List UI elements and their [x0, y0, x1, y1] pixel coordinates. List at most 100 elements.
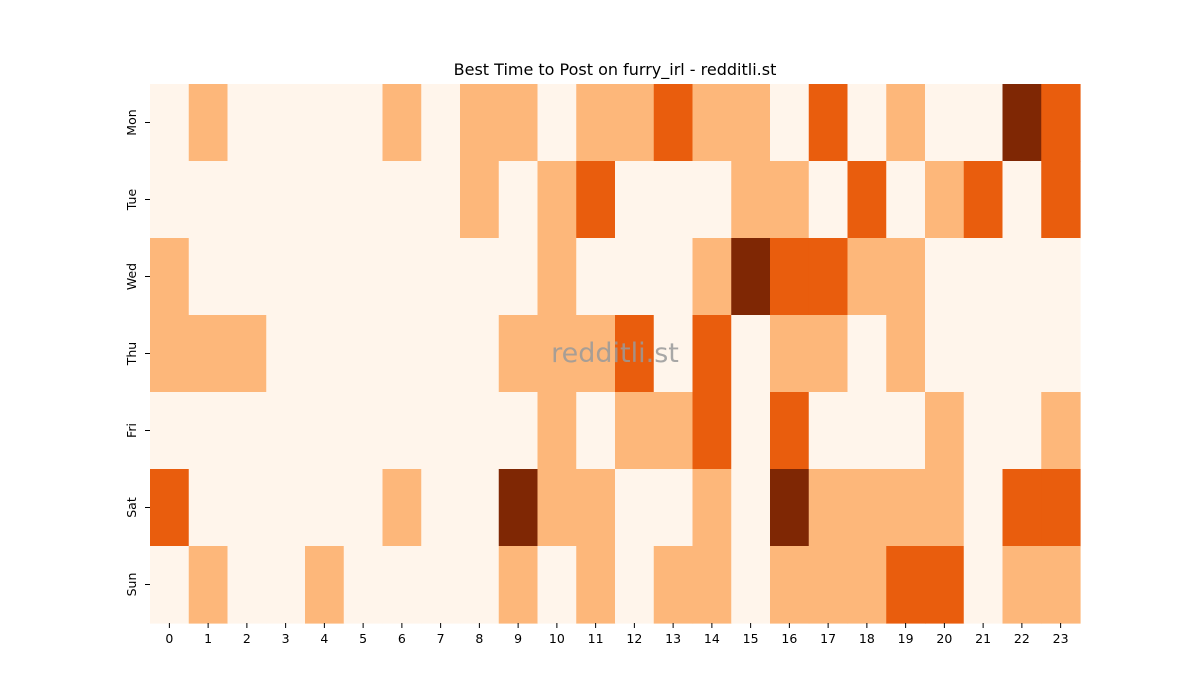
y-tick-label-tue: Tue: [124, 189, 139, 212]
heatmap-cell-sun-6: [382, 546, 422, 624]
watermark-text: redditli.st: [551, 338, 679, 369]
heatmap-cell-sat-13: [653, 469, 694, 547]
heatmap-cell-fri-8: [460, 392, 500, 470]
heatmap-cell-wed-0: [150, 238, 190, 316]
heatmap-cell-fri-5: [343, 392, 384, 470]
heatmap-cell-fri-17: [808, 392, 849, 470]
heatmap-cell-sun-11: [576, 546, 616, 624]
heatmap-cell-fri-4: [305, 392, 345, 470]
heatmap-cell-thu-20: [925, 315, 965, 393]
heatmap-cell-thu-17: [808, 315, 849, 393]
y-tick-label-thu: Thu: [124, 342, 139, 366]
heatmap-cell-sun-9: [498, 546, 539, 624]
heatmap-cell-thu-9: [498, 315, 539, 393]
heatmap-cell-tue-15: [731, 161, 771, 239]
heatmap-cell-sat-1: [188, 469, 229, 547]
heatmap-cell-sat-6: [382, 469, 422, 547]
heatmap-cell-wed-18: [847, 238, 887, 316]
heatmap-cell-tue-17: [808, 161, 849, 239]
heatmap-cell-sun-12: [615, 546, 655, 624]
heatmap-cell-wed-3: [266, 238, 306, 316]
heatmap-cell-wed-6: [382, 238, 422, 316]
heatmap-cell-tue-3: [266, 161, 306, 239]
heatmap-cell-sun-23: [1041, 546, 1081, 624]
x-tick-label-20: 20: [936, 631, 952, 646]
heatmap-cell-mon-22: [1002, 84, 1042, 162]
heatmap-cell-fri-16: [770, 392, 810, 470]
heatmap-cell-tue-13: [653, 161, 694, 239]
heatmap-cell-sat-8: [460, 469, 500, 547]
heatmap-cell-wed-19: [886, 238, 926, 316]
x-tick-label-2: 2: [243, 631, 251, 646]
heatmap-cell-sat-21: [963, 469, 1004, 547]
heatmap-cell-wed-1: [188, 238, 229, 316]
heatmap-cell-sat-15: [731, 469, 771, 547]
heatmap-cell-tue-8: [460, 161, 500, 239]
heatmap-cell-fri-9: [498, 392, 539, 470]
heatmap-cell-wed-9: [498, 238, 539, 316]
heatmap-cell-sat-18: [847, 469, 887, 547]
heatmap-cell-sat-9: [498, 469, 539, 547]
heatmap-cell-wed-22: [1002, 238, 1042, 316]
heatmap-cell-fri-20: [925, 392, 965, 470]
heatmap-cell-tue-14: [692, 161, 732, 239]
heatmap-cell-fri-22: [1002, 392, 1042, 470]
heatmap-cell-sun-16: [770, 546, 810, 624]
heatmap-cell-tue-10: [537, 161, 577, 239]
heatmap-cell-thu-4: [305, 315, 345, 393]
heatmap-cell-fri-10: [537, 392, 577, 470]
heatmap-cell-fri-1: [188, 392, 229, 470]
heatmap-cell-sat-22: [1002, 469, 1042, 547]
x-tick-label-19: 19: [898, 631, 914, 646]
heatmap-cell-wed-2: [227, 238, 267, 316]
heatmap-cell-tue-18: [847, 161, 887, 239]
heatmap-cell-wed-13: [653, 238, 694, 316]
heatmap-cell-tue-23: [1041, 161, 1081, 239]
x-tick-label-9: 9: [514, 631, 522, 646]
heatmap-cell-tue-5: [343, 161, 384, 239]
heatmap-cell-tue-11: [576, 161, 616, 239]
heatmap-cell-mon-23: [1041, 84, 1081, 162]
heatmap-cell-tue-19: [886, 161, 926, 239]
heatmap-cell-sat-4: [305, 469, 345, 547]
heatmap-cell-thu-6: [382, 315, 422, 393]
heatmap-cell-sat-12: [615, 469, 655, 547]
heatmap-cell-thu-15: [731, 315, 771, 393]
heatmap-cell-sun-22: [1002, 546, 1042, 624]
x-tick-label-10: 10: [549, 631, 565, 646]
heatmap-cell-sat-0: [150, 469, 190, 547]
heatmap-cell-thu-22: [1002, 315, 1042, 393]
heatmap-cell-thu-12: [615, 315, 655, 393]
heatmap-cell-thu-7: [421, 315, 461, 393]
x-tick-label-11: 11: [588, 631, 604, 646]
heatmap-cell-thu-21: [963, 315, 1004, 393]
heatmap-cell-thu-23: [1041, 315, 1081, 393]
x-tick-label-13: 13: [665, 631, 681, 646]
heatmap-cell-mon-21: [963, 84, 1004, 162]
heatmap-cell-sun-4: [305, 546, 345, 624]
x-tick-label-23: 23: [1053, 631, 1069, 646]
heatmap-cell-sat-3: [266, 469, 306, 547]
x-tick-label-15: 15: [743, 631, 759, 646]
x-axis-ticks: 0 1 2 3 4 5 6 7 8 9 10 11 12 13 14 15 16 17 18 19 20 21 22 23: [165, 623, 1069, 646]
heatmap-cell-sun-14: [692, 546, 732, 624]
chart-title: Best Time to Post on furry_irl - redditl…: [454, 60, 777, 80]
heatmap-cell-sun-0: [150, 546, 190, 624]
heatmap-cell-mon-11: [576, 84, 616, 162]
heatmap-cell-thu-14: [692, 315, 732, 393]
x-tick-label-3: 3: [282, 631, 290, 646]
heatmap-cell-fri-7: [421, 392, 461, 470]
heatmap-cell-sun-1: [188, 546, 229, 624]
y-axis-ticks: Mon Tue Wed Thu Fri Sat Sun: [124, 109, 150, 596]
x-tick-label-12: 12: [626, 631, 642, 646]
heatmap-cell-sat-2: [227, 469, 267, 547]
heatmap-cell-sat-14: [692, 469, 732, 547]
x-tick-label-5: 5: [359, 631, 367, 646]
heatmap-cell-mon-19: [886, 84, 926, 162]
heatmap-cell-tue-2: [227, 161, 267, 239]
heatmap-cell-sun-10: [537, 546, 577, 624]
heatmap-cell-thu-18: [847, 315, 887, 393]
heatmap-cell-tue-12: [615, 161, 655, 239]
heatmap-cell-wed-14: [692, 238, 732, 316]
